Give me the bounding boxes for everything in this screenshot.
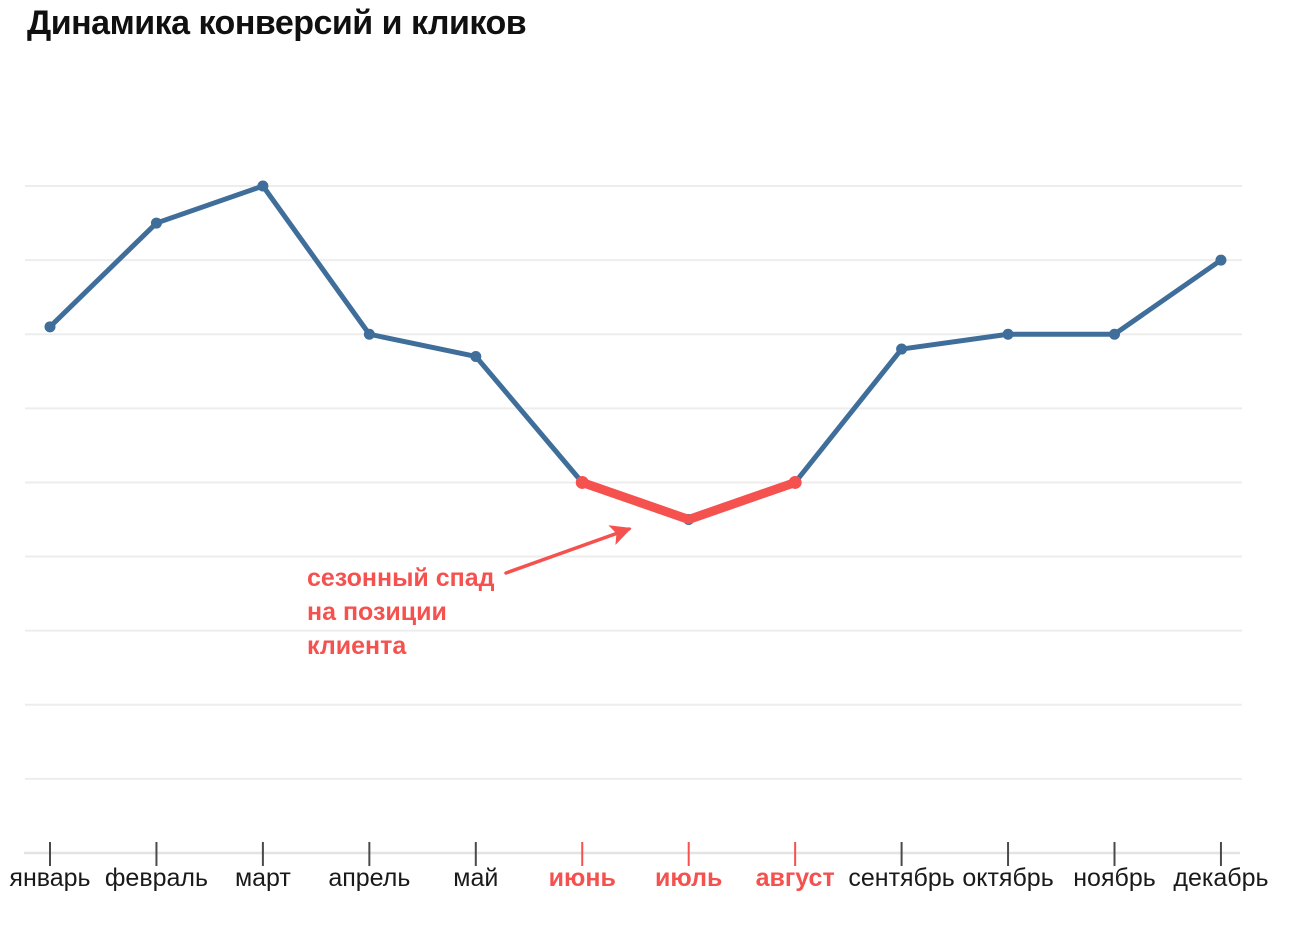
month-label-highlighted: июль bbox=[655, 864, 722, 892]
highlight-point-marker bbox=[788, 475, 802, 489]
month-label: сентябрь bbox=[848, 864, 954, 892]
series-line bbox=[47, 183, 1224, 523]
highlight-point-marker bbox=[575, 475, 589, 489]
month-label: апрель bbox=[328, 864, 410, 892]
data-point-marker bbox=[44, 321, 56, 333]
data-point-marker bbox=[257, 180, 269, 192]
data-point-markers bbox=[44, 180, 1227, 526]
chart-title: Динамика конверсий и кликов bbox=[27, 4, 527, 42]
data-point-marker bbox=[363, 328, 375, 340]
month-label: декабрь bbox=[1173, 864, 1268, 892]
month-label-highlighted: август bbox=[756, 864, 835, 892]
data-point-marker bbox=[470, 350, 482, 362]
data-point-marker bbox=[1109, 328, 1120, 340]
month-label: март bbox=[235, 864, 291, 892]
x-axis-ticks-and-labels: январь февраль март апрель май июнь июль август… bbox=[9, 842, 1269, 892]
data-point-marker bbox=[1215, 254, 1227, 266]
annotation-label: сезонный спад на позиции клиента bbox=[307, 561, 495, 663]
annotation-line-1: сезонный спад bbox=[307, 564, 495, 592]
month-label: май bbox=[453, 864, 498, 892]
month-label: январь bbox=[9, 864, 90, 892]
gridlines bbox=[25, 185, 1242, 780]
month-label: октябрь bbox=[962, 864, 1053, 892]
data-point-marker bbox=[150, 217, 162, 229]
annotation-arrow bbox=[504, 525, 632, 575]
month-label: ноябрь bbox=[1073, 864, 1156, 892]
month-label: февраль bbox=[105, 864, 208, 892]
data-point-marker bbox=[896, 343, 908, 355]
annotation-line-2: на позиции bbox=[307, 598, 447, 626]
highlight-segment bbox=[577, 477, 800, 525]
data-point-marker bbox=[1002, 328, 1014, 340]
month-label-highlighted: июнь bbox=[549, 864, 616, 892]
annotation-line-3: клиента bbox=[307, 632, 407, 660]
